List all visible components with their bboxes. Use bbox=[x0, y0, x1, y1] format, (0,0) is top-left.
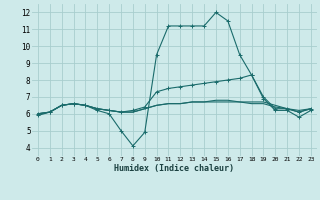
X-axis label: Humidex (Indice chaleur): Humidex (Indice chaleur) bbox=[115, 164, 234, 173]
